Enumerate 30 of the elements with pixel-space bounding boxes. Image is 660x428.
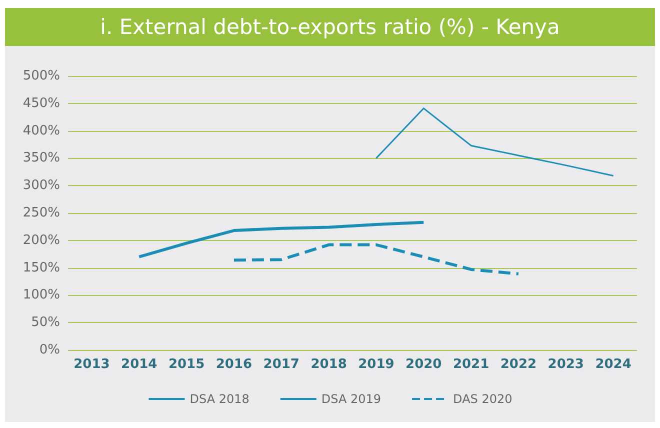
chart-title: i. External debt-to-exports ratio (%) - Kenya xyxy=(5,8,655,46)
x-tick-label: 2021 xyxy=(452,357,490,372)
x-tick-label: 2013 xyxy=(74,357,110,372)
x-tick-label: 2020 xyxy=(406,357,442,372)
y-tick-label: 0% xyxy=(39,342,60,358)
line-series xyxy=(232,243,520,276)
legend-label: DAS 2020 xyxy=(453,392,512,406)
x-tick-label: 2023 xyxy=(548,357,584,372)
legend-label: DSA 2019 xyxy=(321,392,382,406)
x-tick-label: 2024 xyxy=(595,357,632,372)
y-tick-label: 100% xyxy=(22,288,60,303)
x-tick-label: 2018 xyxy=(310,357,347,372)
y-tick-label: 350% xyxy=(22,150,60,166)
legend-label: DSA 2018 xyxy=(190,392,250,406)
x-tick-label: 2016 xyxy=(216,357,252,372)
y-tick-label: 250% xyxy=(22,206,60,220)
y-tick-label: 500% xyxy=(22,68,60,84)
x-tick-label: 2015 xyxy=(168,357,205,372)
y-tick-label: 400% xyxy=(22,123,60,138)
x-tick-label: 2019 xyxy=(358,357,394,372)
line-series xyxy=(138,220,426,258)
x-tick-label: 2017 xyxy=(263,357,300,372)
x-tick-label: 2014 xyxy=(121,357,158,372)
y-tick-label: 50% xyxy=(31,315,60,330)
y-tick-label: 150% xyxy=(22,260,60,276)
x-tick-label: 2022 xyxy=(500,357,537,372)
y-tick-label: 450% xyxy=(22,96,60,111)
y-tick-label: 200% xyxy=(22,232,60,248)
line-series xyxy=(375,108,614,176)
y-tick-label: 300% xyxy=(22,178,60,194)
